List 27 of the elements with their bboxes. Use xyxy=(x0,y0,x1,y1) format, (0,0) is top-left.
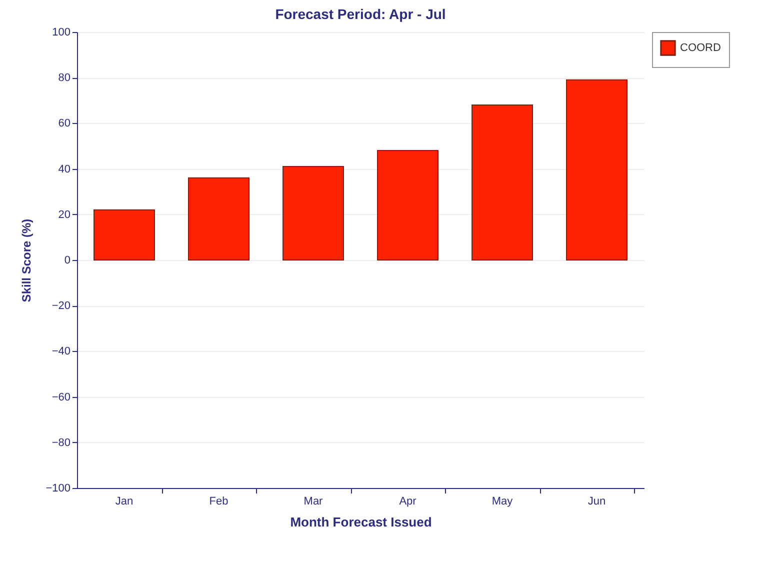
x-tick-label: May xyxy=(492,496,514,508)
y-tick-label: −80 xyxy=(52,436,70,449)
y-tick-label: 40 xyxy=(58,163,70,176)
y-tick-label: 60 xyxy=(58,118,70,130)
x-tick-label: Jun xyxy=(588,496,606,508)
x-axis-title: Month Forecast Issued xyxy=(290,514,432,530)
bar xyxy=(282,166,344,260)
bar xyxy=(188,177,250,260)
chart-title: Forecast Period: Apr - Jul xyxy=(275,6,446,22)
x-tick-label: Jan xyxy=(115,496,134,508)
bar xyxy=(566,79,628,260)
x-tick-label: Apr xyxy=(399,496,417,508)
y-tick-label: 80 xyxy=(58,72,70,84)
y-tick-label: −40 xyxy=(52,346,70,358)
y-tick-label: −100 xyxy=(46,482,70,494)
bar xyxy=(94,209,155,260)
y-axis-title: Skill Score (%) xyxy=(20,218,34,302)
y-tick-label: 100 xyxy=(52,26,70,38)
bar xyxy=(377,150,438,260)
bar xyxy=(472,104,533,260)
y-tick-label: 20 xyxy=(58,208,70,221)
y-tick-label: −20 xyxy=(52,300,70,312)
legend-label: COORD xyxy=(680,42,721,54)
y-tick-label: 0 xyxy=(64,254,70,266)
y-tick-label: −60 xyxy=(52,391,70,404)
x-tick-label: Mar xyxy=(304,496,324,508)
x-tick-label: Feb xyxy=(209,496,228,508)
